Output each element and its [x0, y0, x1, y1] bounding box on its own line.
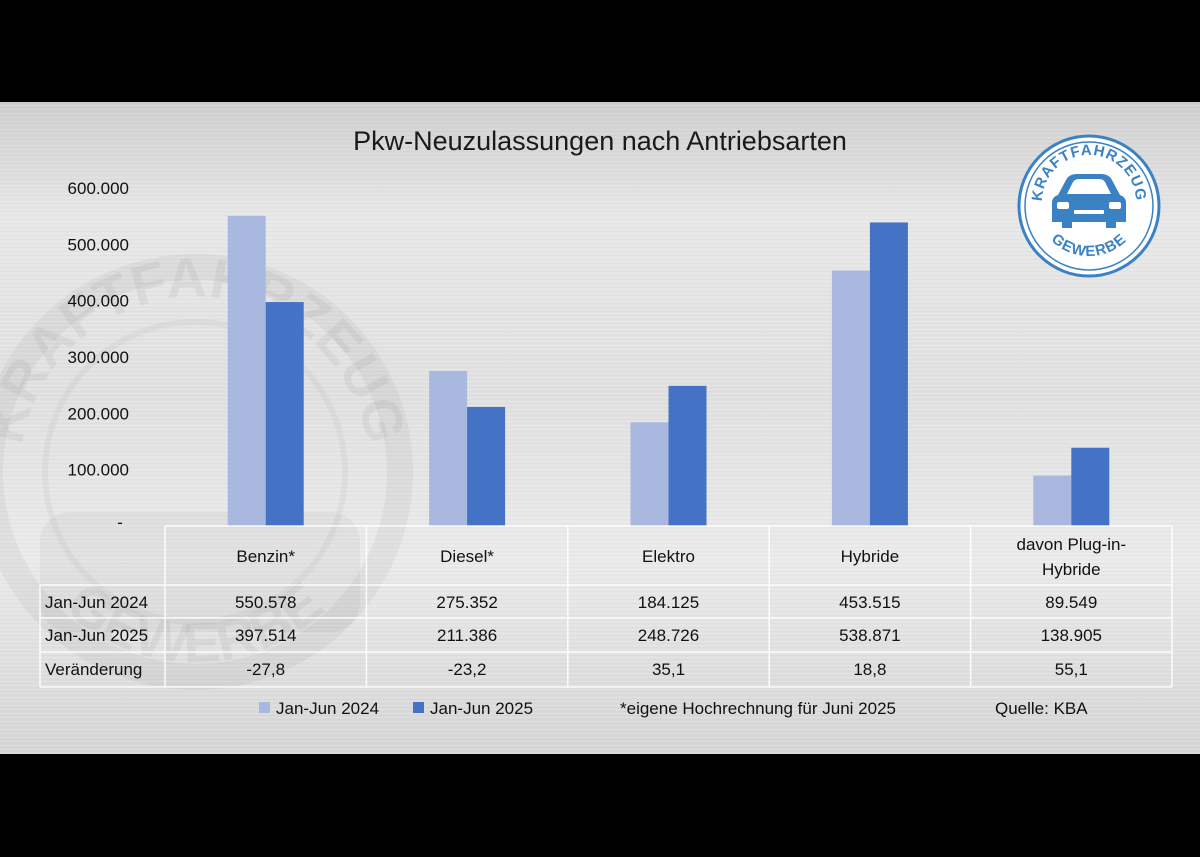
table-cell: 397.514 [235, 626, 296, 645]
legend-swatch-2024 [259, 702, 270, 713]
table-cell: -27,8 [246, 660, 285, 679]
chart-panel: KRAFTFAHRZEUG GEWERBE Pkw-Neuzulassungen… [0, 102, 1200, 754]
bar-2025 [1071, 447, 1110, 526]
bar-2024 [630, 422, 669, 526]
bar-2025 [467, 406, 506, 526]
legend: Jan-Jun 2024 Jan-Jun 2025 [259, 699, 533, 718]
y-tick-label: - [117, 513, 123, 532]
table-row-label: Jan-Jun 2024 [45, 593, 148, 612]
y-tick-label: 200.000 [68, 404, 129, 423]
bar-2024 [227, 215, 266, 526]
legend-label-2024: Jan-Jun 2024 [276, 699, 379, 718]
y-tick-label: 400.000 [68, 292, 129, 311]
table-cell: 55,1 [1055, 660, 1088, 679]
table-cell: 184.125 [638, 593, 699, 612]
legend-label-2025: Jan-Jun 2025 [430, 699, 533, 718]
table-cell: 89.549 [1045, 593, 1097, 612]
legend-swatch-2025 [413, 702, 424, 713]
table-cell: 211.386 [437, 626, 497, 645]
bar-2025 [869, 222, 908, 526]
table-cell: -23,2 [448, 660, 487, 679]
y-tick-label: 100.000 [68, 461, 129, 480]
y-tick-label: 500.000 [68, 235, 129, 254]
category-label: Benzin* [236, 547, 295, 566]
bar-2024 [831, 270, 870, 526]
data-table: Benzin* Diesel* Elektro Hybride davon Plug-i… [39, 525, 1173, 688]
table-cell: 550.578 [235, 593, 296, 612]
table-cell: 275.352 [436, 593, 497, 612]
car-icon [1052, 174, 1126, 228]
kraftfahrzeug-gewerbe-logo: KRAFTFAHRZEUG GEWERBE [1017, 134, 1161, 278]
y-tick-label: 600.000 [68, 179, 129, 198]
category-label: Hybride [841, 547, 900, 566]
y-tick-label: 300.000 [68, 348, 129, 367]
y-axis: - 100.000 200.000 300.000 400.000 500.000 600.… [68, 179, 129, 532]
table-cell: 538.871 [839, 626, 900, 645]
bar-2025 [668, 385, 707, 526]
table-cell: 18,8 [853, 660, 886, 679]
watermark-seal: KRAFTFAHRZEUG GEWERBE [0, 245, 419, 690]
table-cell: 138.905 [1041, 626, 1102, 645]
category-label: Diesel* [440, 547, 494, 566]
category-label: Hybride [1042, 560, 1101, 579]
table-row-label: Veränderung [45, 660, 142, 679]
chart-title: Pkw-Neuzulassungen nach Antriebsarten [353, 126, 847, 156]
bars [227, 215, 1110, 526]
table-row-label: Jan-Jun 2025 [45, 626, 148, 645]
footnote: *eigene Hochrechnung für Juni 2025 [620, 699, 896, 718]
chart: KRAFTFAHRZEUG GEWERBE Pkw-Neuzulassungen… [0, 126, 1173, 718]
source-note: Quelle: KBA [995, 699, 1088, 718]
table-cell: 248.726 [638, 626, 699, 645]
bar-2024 [429, 370, 468, 526]
bar-2025 [265, 302, 304, 526]
bar-2024 [1033, 475, 1072, 526]
category-label: Elektro [642, 547, 695, 566]
table-cell: 35,1 [652, 660, 685, 679]
table-cell: 453.515 [839, 593, 900, 612]
category-label: davon Plug-in- [1016, 535, 1126, 554]
